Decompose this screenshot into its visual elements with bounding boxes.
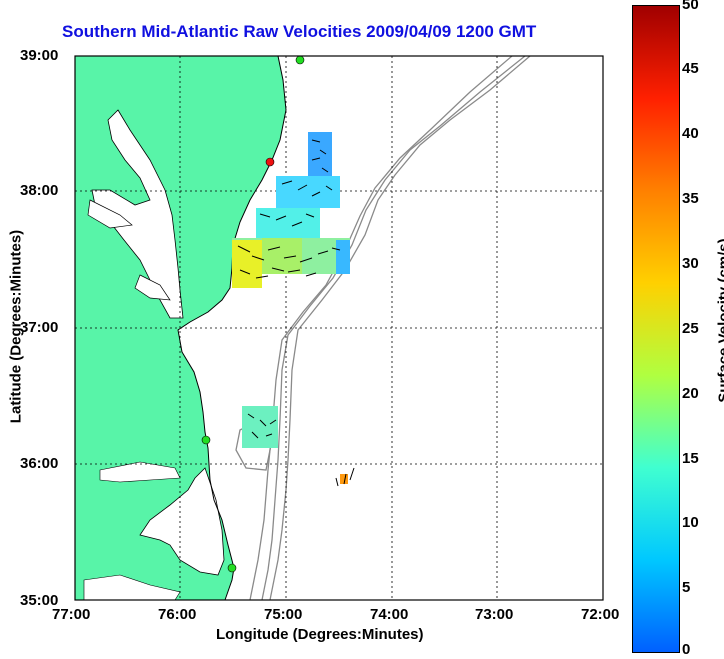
x-tick: 77:00 — [52, 606, 91, 623]
x-tick: 76:00 — [158, 606, 197, 623]
x-tick: 73:00 — [475, 606, 514, 623]
y-tick: 35:00 — [20, 592, 59, 609]
colorbar-tick: 45 — [682, 60, 699, 77]
colorbar-tick: 40 — [682, 125, 699, 142]
colorbar-tick: 35 — [682, 190, 699, 207]
colorbar-label: Surface Velocity (cm/s) — [715, 238, 724, 403]
station-markers — [201, 55, 305, 573]
colorbar-tick: 20 — [682, 385, 699, 402]
colorbar-tick: 5 — [682, 579, 691, 596]
y-axis-label: Latitude (Degrees:Minutes) — [7, 229, 25, 424]
velocity-arrows — [237, 139, 355, 487]
lat-lon-grid — [75, 56, 603, 600]
x-tick: 72:00 — [581, 606, 620, 623]
y-tick: 37:00 — [20, 319, 59, 336]
colorbar-tick: 10 — [682, 514, 699, 531]
colorbar-tick: 30 — [682, 255, 699, 272]
colorbar-tick: 50 — [682, 0, 699, 13]
y-tick: 39:00 — [20, 47, 59, 64]
colorbar-tick: 0 — [682, 641, 691, 658]
x-tick: 75:00 — [264, 606, 303, 623]
colorbar — [632, 5, 680, 653]
x-axis-label: Longitude (Degrees:Minutes) — [216, 626, 424, 643]
bathymetry-contours — [235, 55, 531, 601]
colorbar-tick: 15 — [682, 450, 699, 467]
velocity-field — [232, 132, 350, 484]
map-title: Southern Mid-Atlantic Raw Velocities 200… — [62, 22, 537, 41]
y-tick: 38:00 — [20, 182, 59, 199]
x-tick: 74:00 — [370, 606, 409, 623]
plot-frame — [74, 55, 604, 601]
y-tick: 36:00 — [20, 455, 59, 472]
colorbar-tick: 25 — [682, 320, 699, 337]
